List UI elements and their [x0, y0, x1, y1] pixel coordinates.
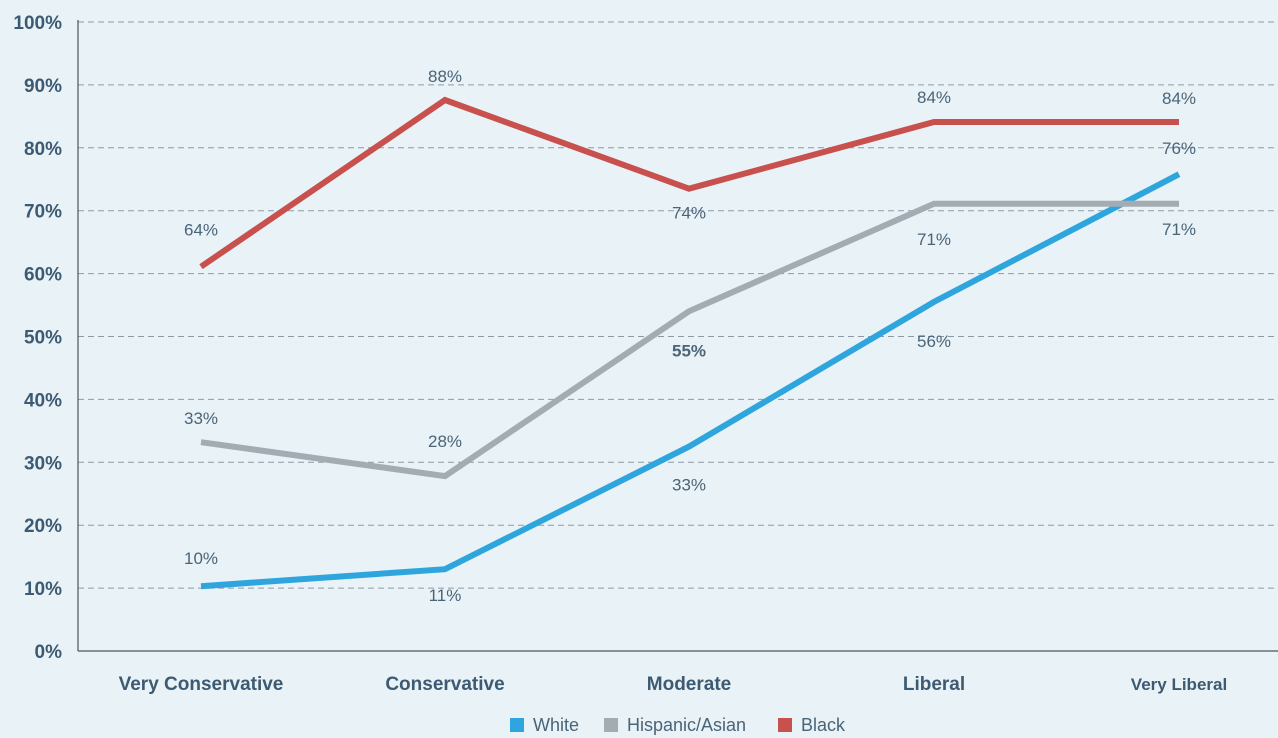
data-label: 84% [1162, 89, 1196, 108]
data-label: 84% [917, 88, 951, 107]
legend-label: Black [801, 715, 846, 735]
data-label: 74% [672, 204, 706, 223]
y-tick-label: 100% [13, 13, 62, 34]
data-label: 64% [184, 221, 218, 240]
y-tick-label: 0% [35, 642, 63, 663]
y-tick-label: 90% [24, 76, 62, 97]
y-tick-label: 40% [24, 390, 62, 411]
x-category-label: Very Conservative [119, 674, 284, 695]
legend-label: Hispanic/Asian [627, 715, 746, 735]
data-label: 56% [917, 332, 951, 351]
data-label: 71% [917, 230, 951, 249]
y-tick-label: 70% [24, 202, 62, 223]
data-label: 28% [428, 432, 462, 451]
y-tick-label: 50% [24, 328, 62, 349]
data-label: 10% [184, 549, 218, 568]
series-lines [199, 96, 1181, 590]
data-labels: 10% 11% 33% 56% 76% 33% 28% 55% 71% 71% 64% 88% 74% 8… [184, 67, 1196, 605]
series-line-white [200, 171, 1181, 590]
data-label: 33% [672, 476, 706, 495]
data-label: 76% [1162, 139, 1196, 158]
x-category-label: Conservative [385, 674, 504, 695]
x-category-label: Liberal [903, 674, 965, 695]
grid-lines [78, 21, 1278, 589]
x-category-label: Very Liberal [1131, 675, 1227, 694]
series-line-hispanic-asian [200, 200, 1179, 480]
legend-label: White [533, 715, 579, 735]
legend-swatch [604, 718, 618, 732]
x-axis-categories: Very Conservative Conservative Moderate Lib… [119, 674, 1228, 695]
data-label: 33% [184, 409, 218, 428]
data-label: 55% [672, 341, 706, 360]
legend: White Hispanic/Asian Black [510, 715, 846, 735]
legend-swatch [778, 718, 792, 732]
y-tick-label: 20% [24, 516, 62, 537]
x-category-label: Moderate [647, 674, 731, 695]
y-tick-label: 60% [24, 265, 62, 286]
series-line-black [199, 96, 1179, 270]
y-axis-ticks: 0% 10% 20% 30% 40% 50% 60% 70% 80% 90% 100% [13, 13, 62, 663]
data-label: 71% [1162, 220, 1196, 239]
legend-swatch [510, 718, 524, 732]
y-tick-label: 30% [24, 453, 62, 474]
y-tick-label: 80% [24, 139, 62, 160]
data-label: 11% [429, 586, 462, 605]
data-label: 88% [428, 67, 462, 86]
y-tick-label: 10% [24, 579, 62, 600]
